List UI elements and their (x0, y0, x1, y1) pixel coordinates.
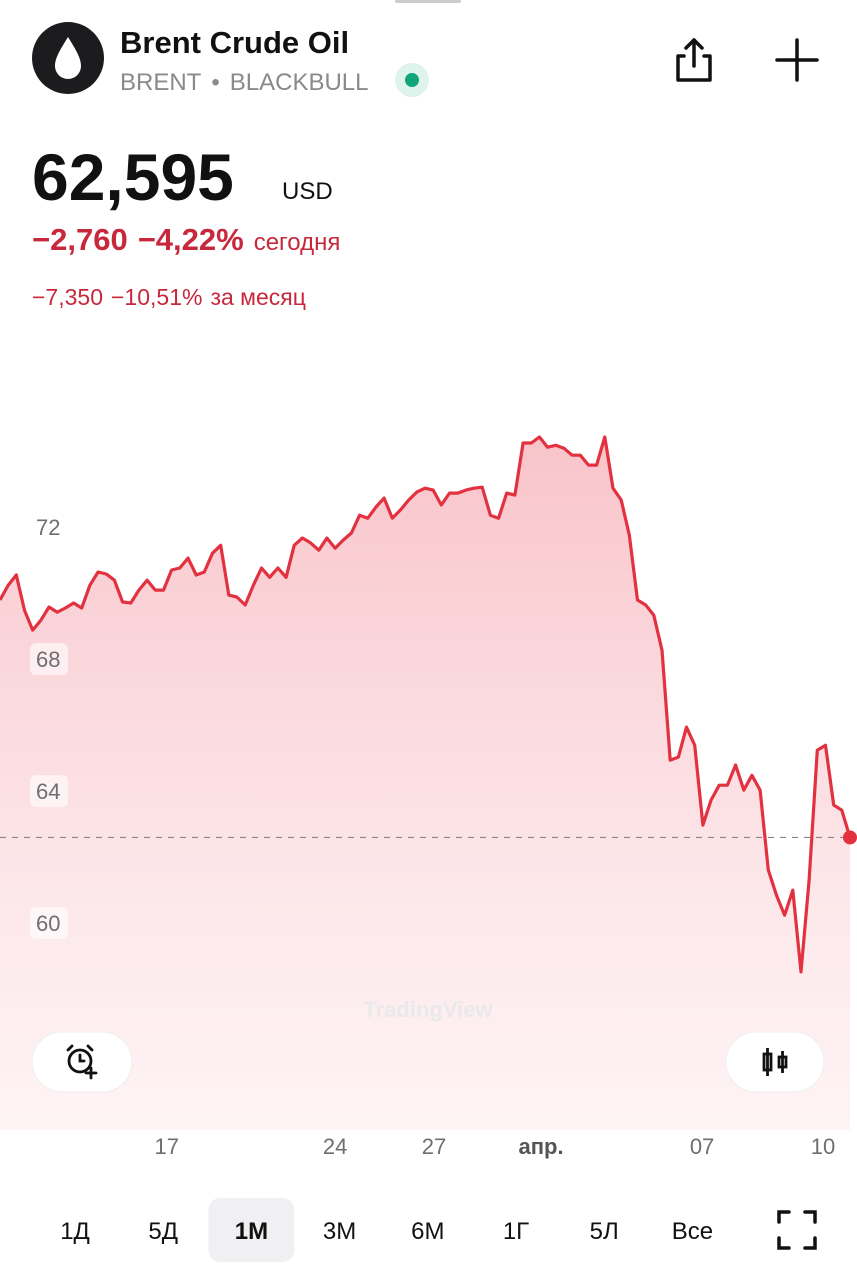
range-button[interactable]: 1Г (503, 1218, 529, 1245)
range-button[interactable]: 1Д (60, 1218, 90, 1245)
y-tick-bg (30, 907, 68, 940)
status-dot (405, 73, 419, 87)
chart-type-button[interactable] (725, 1031, 825, 1093)
range-button[interactable]: Все (672, 1218, 713, 1245)
area-fill (0, 437, 850, 1130)
chart: TradingView 60 64 68 72 17 24 27 апр. 07 10 (0, 435, 857, 1159)
y-tick-label: 68 (36, 647, 60, 672)
share-button[interactable] (676, 38, 712, 82)
x-tick-label: 07 (690, 1134, 714, 1159)
y-tick-label: 60 (36, 911, 60, 936)
day-label: сегодня (254, 229, 341, 256)
range-button[interactable]: 6М (411, 1218, 444, 1245)
y-tick-label: 64 (36, 779, 60, 804)
currency: USD (282, 178, 333, 205)
month-change-abs: −7,350 (32, 284, 103, 310)
month-change: −7,350 −10,51% за месяц (32, 284, 306, 310)
day-change-pct: −4,22% (138, 222, 244, 257)
y-tick-bg (30, 775, 68, 808)
y-tick-label: 72 (36, 515, 60, 540)
alert-icon (66, 1044, 98, 1080)
day-change-abs: −2,760 (32, 222, 128, 257)
symbol: BRENT (120, 69, 202, 96)
month-change-pct: −10,51% (111, 284, 202, 310)
x-tick-label: 24 (323, 1134, 347, 1159)
x-tick-label: 10 (811, 1134, 835, 1159)
last-price-dot (843, 830, 857, 845)
range-bar: 1Д 5Д 1М 3М 6М 1Г 5Л Все (60, 1198, 713, 1262)
price-line (0, 435, 852, 974)
x-tick-label: 27 (422, 1134, 446, 1159)
range-button[interactable]: 5Д (148, 1218, 178, 1245)
range-button[interactable]: 5Л (590, 1218, 619, 1245)
range-selected-bg (208, 1198, 295, 1262)
exchange: BLACKBULL (230, 69, 369, 96)
watermark: TradingView (363, 997, 493, 1022)
subtitle: BRENT • BLACKBULL (120, 69, 369, 96)
symbol-icon (32, 22, 104, 94)
y-tick-bg (30, 643, 68, 676)
title: Brent Crude Oil (120, 25, 349, 60)
month-label: за месяц (210, 284, 305, 310)
fullscreen-button[interactable] (777, 1210, 817, 1250)
y-tick-bg (30, 511, 68, 544)
grabber (395, 0, 461, 3)
x-tick-label: апр. (519, 1134, 564, 1159)
price: 62,595 (32, 140, 234, 214)
candles-icon (762, 1048, 788, 1076)
separator: • (211, 69, 219, 96)
range-button[interactable]: 3М (323, 1218, 356, 1245)
x-tick-label: 17 (154, 1134, 178, 1159)
range-button[interactable]: 1М (235, 1218, 268, 1245)
add-button[interactable] (775, 38, 819, 82)
day-change: −2,760 −4,22% сегодня (32, 222, 340, 257)
